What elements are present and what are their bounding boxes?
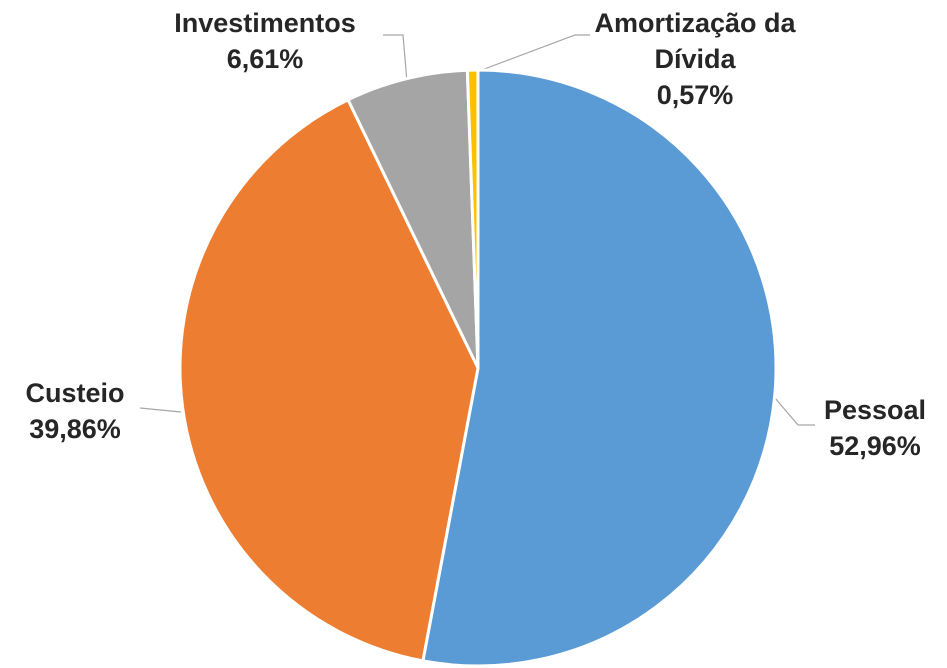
category-label: Pessoal [823,395,927,425]
leader-line [774,397,815,426]
leader-line [383,34,408,83]
slice-label: Investimentos 6,61% [135,5,395,77]
pie-slice [178,97,480,663]
leader-line [139,407,182,413]
category-label: Amortização da Dívida [594,8,796,74]
leader-line [470,34,590,75]
slice-label: Pessoal 52,96% [795,392,947,464]
slice-label: Custeio 39,86% [0,375,150,447]
category-label: Investimentos [174,8,356,38]
slice-label: Amortização da Dívida 0,57% [590,5,800,113]
pie-slice [346,68,480,369]
pie-slice [465,68,480,369]
value-label: 0,57% [656,80,734,110]
pie-slice [421,68,778,668]
value-label: 39,86% [29,414,121,444]
category-label: Custeio [25,378,125,408]
value-label: 6,61% [226,44,304,74]
value-label: 52,96% [829,431,921,461]
